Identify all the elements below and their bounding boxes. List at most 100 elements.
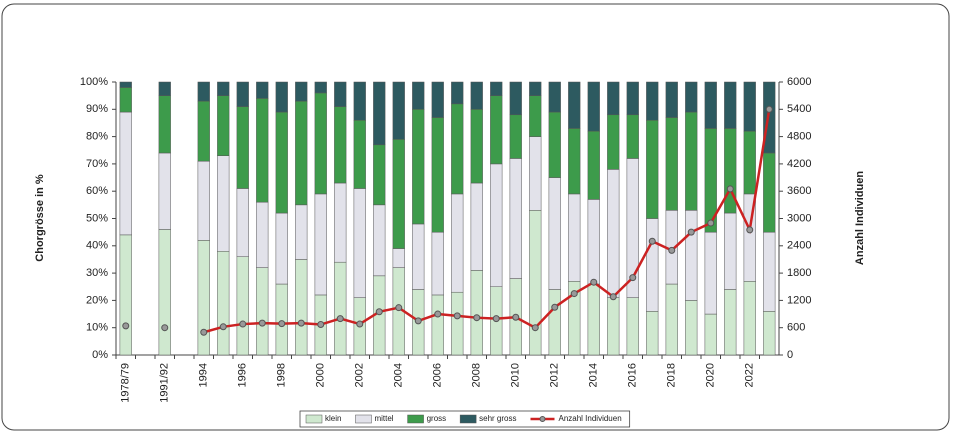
bar-segment [626, 81, 639, 116]
legend-swatch [407, 414, 424, 424]
line-marker [570, 290, 578, 298]
line-marker [122, 322, 130, 330]
legend: klein mittel gross sehr gross Anzahl Individ… [299, 410, 631, 428]
bar-segment [334, 261, 347, 356]
bar-segment [665, 283, 678, 356]
bar-segment [470, 270, 483, 356]
bar-segment [626, 297, 639, 356]
bar-segment [119, 234, 132, 356]
legend-label: sehr gross [479, 414, 516, 423]
bar-segment [509, 158, 522, 279]
bar-segment [490, 95, 503, 165]
bar-segment [314, 81, 327, 94]
bar-segment [724, 212, 737, 290]
bar-segment [353, 81, 366, 121]
line-marker [629, 274, 637, 282]
line-marker [434, 310, 442, 318]
bar-segment [451, 81, 464, 105]
bar-segment [509, 81, 522, 116]
bar-segment [626, 114, 639, 159]
bar-segment [412, 223, 425, 290]
bar-segment [568, 128, 581, 195]
x-tick-label: 2002 [354, 363, 366, 387]
x-tick-label: 2020 [705, 363, 717, 387]
bar-segment [665, 117, 678, 211]
bar-segment [568, 193, 581, 282]
bar-segment [392, 139, 405, 249]
line-marker [219, 323, 227, 331]
x-tick-label: 2022 [744, 363, 756, 387]
line-marker [648, 237, 656, 245]
x-tick-label: 2016 [627, 363, 639, 387]
legend-swatch [305, 414, 323, 424]
legend-marker [539, 416, 546, 422]
legend-swatch [355, 414, 372, 424]
y-tick-label: 90% [86, 103, 108, 115]
y2-tick-label: 6000 [787, 76, 811, 88]
y-tick-label: 10% [86, 322, 108, 334]
bar-segment [158, 229, 171, 356]
bar-segment [295, 100, 308, 206]
bar-segment [197, 240, 210, 356]
bar-segment [373, 81, 386, 146]
bar-segment [275, 212, 288, 285]
bar-segment [548, 289, 561, 356]
legend-label: Anzahl Individuen [559, 414, 622, 423]
bar-segment [704, 231, 717, 315]
bar-segment [412, 81, 425, 110]
bar-segment [353, 188, 366, 298]
bar-segment [548, 81, 561, 113]
bar-segment [334, 106, 347, 184]
line-series [203, 109, 771, 334]
bar-segment [763, 152, 776, 233]
bar-segment [763, 231, 776, 312]
x-tick-label: 2012 [549, 363, 561, 387]
bar-segment [529, 210, 542, 356]
line-marker [726, 185, 734, 193]
bar-segment [685, 210, 698, 301]
y-tick-label: 100% [80, 76, 108, 88]
bar-segment [587, 283, 600, 356]
bar-segment [607, 169, 620, 298]
line-marker [375, 308, 383, 316]
legend-label: klein [325, 414, 341, 423]
bar-segment [295, 204, 308, 260]
bar-segment [275, 81, 288, 113]
bar-segment [529, 95, 542, 137]
bar-segment [763, 81, 776, 154]
x-tick-label: 1996 [237, 363, 249, 387]
bar-segment [256, 81, 269, 99]
bar-segment [509, 114, 522, 159]
bar-segment [763, 311, 776, 356]
bar-segment [314, 92, 327, 195]
x-tick-label: 2006 [432, 363, 444, 387]
line-marker [239, 320, 247, 328]
bar-segment [295, 81, 308, 102]
line-marker [473, 314, 481, 322]
bar-segment [119, 111, 132, 236]
line-marker [395, 304, 403, 312]
x-tick-label: 1991/92 [159, 363, 171, 403]
bar-segment [548, 111, 561, 178]
line-marker [258, 319, 266, 327]
line-marker [161, 324, 169, 332]
y2-tick-label: 1200 [787, 294, 811, 306]
bar-segment [334, 81, 347, 107]
bar-segment [256, 201, 269, 268]
bar-segment [587, 199, 600, 285]
y2-tick-label: 3000 [787, 212, 811, 224]
line-marker [551, 303, 559, 311]
bar-segment [685, 81, 698, 113]
x-tick-label: 1994 [198, 363, 210, 387]
line-marker [746, 226, 754, 234]
line-marker [317, 321, 325, 329]
bar-segment [743, 81, 756, 132]
x-tick-label: 2018 [666, 363, 678, 387]
bar-segment [470, 182, 483, 271]
line-marker [356, 320, 364, 328]
bar-segment [646, 311, 659, 356]
bar-segment [217, 251, 230, 356]
y2-tick-label: 0 [787, 349, 793, 361]
bar-segment [197, 100, 210, 162]
x-tick-label: 2000 [315, 363, 327, 387]
